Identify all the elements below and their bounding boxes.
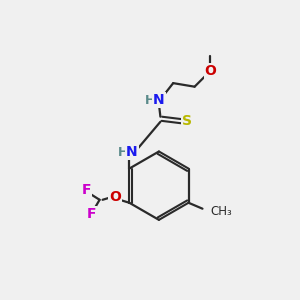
Text: O: O <box>109 190 121 204</box>
Text: CH₃: CH₃ <box>210 205 232 218</box>
Text: O: O <box>205 64 217 78</box>
Text: F: F <box>86 207 96 221</box>
Text: H: H <box>118 146 128 159</box>
Text: F: F <box>82 183 91 197</box>
Text: N: N <box>126 145 137 159</box>
Text: N: N <box>153 93 165 107</box>
Text: H: H <box>145 94 155 107</box>
Text: S: S <box>182 114 192 128</box>
